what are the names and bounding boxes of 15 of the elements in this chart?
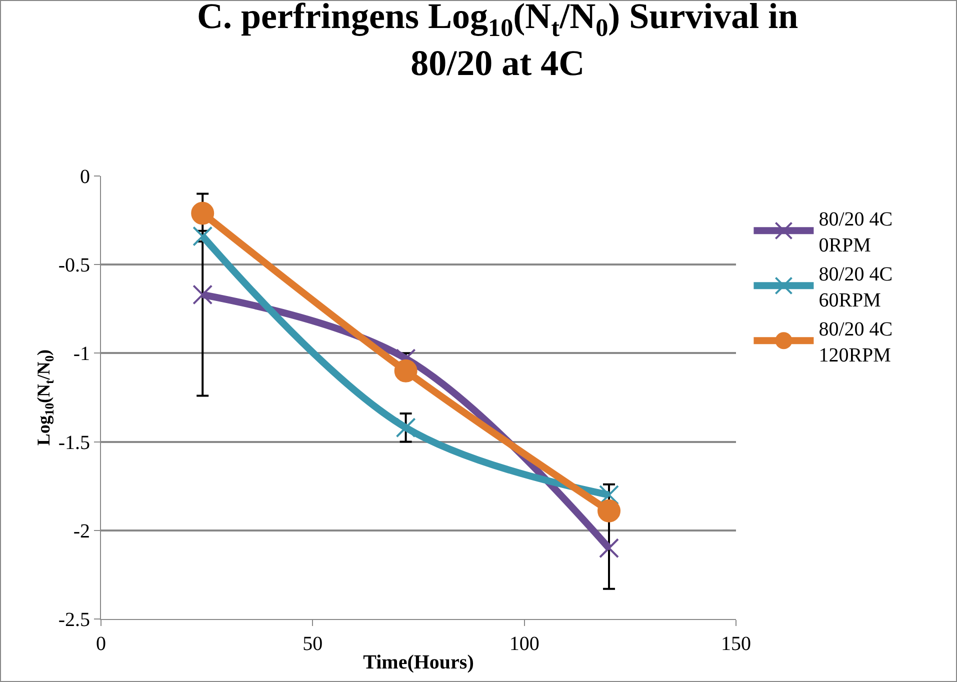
y-tick-label: -0.5 <box>58 254 90 277</box>
x-tick-label: 100 <box>509 633 540 655</box>
y-tick-label: -2.5 <box>58 609 90 631</box>
y-tick-label: -2 <box>73 520 90 542</box>
chart-title: C. perfringens Log$_{10}$(N$_{t}$/N$_{0}$) Survival in 80/20 at 4C <box>196 0 798 83</box>
y-tick-label: 0 <box>80 166 90 188</box>
x-tick-label: 50 <box>302 633 323 655</box>
y-tick-label: -1 <box>73 343 90 366</box>
x-axis-title: Time(Hours) <box>363 652 474 674</box>
x-tick-label: 0 <box>96 633 106 655</box>
legend-label: 80/20 4C 0RPM <box>818 208 893 256</box>
y-tick-label: -1.5 <box>58 432 90 454</box>
legend-label: 80/20 4C 60RPM <box>818 263 893 312</box>
legend-label: 80/20 4C 120RPM <box>818 318 893 366</box>
x-tick-label: 150 <box>721 633 751 655</box>
